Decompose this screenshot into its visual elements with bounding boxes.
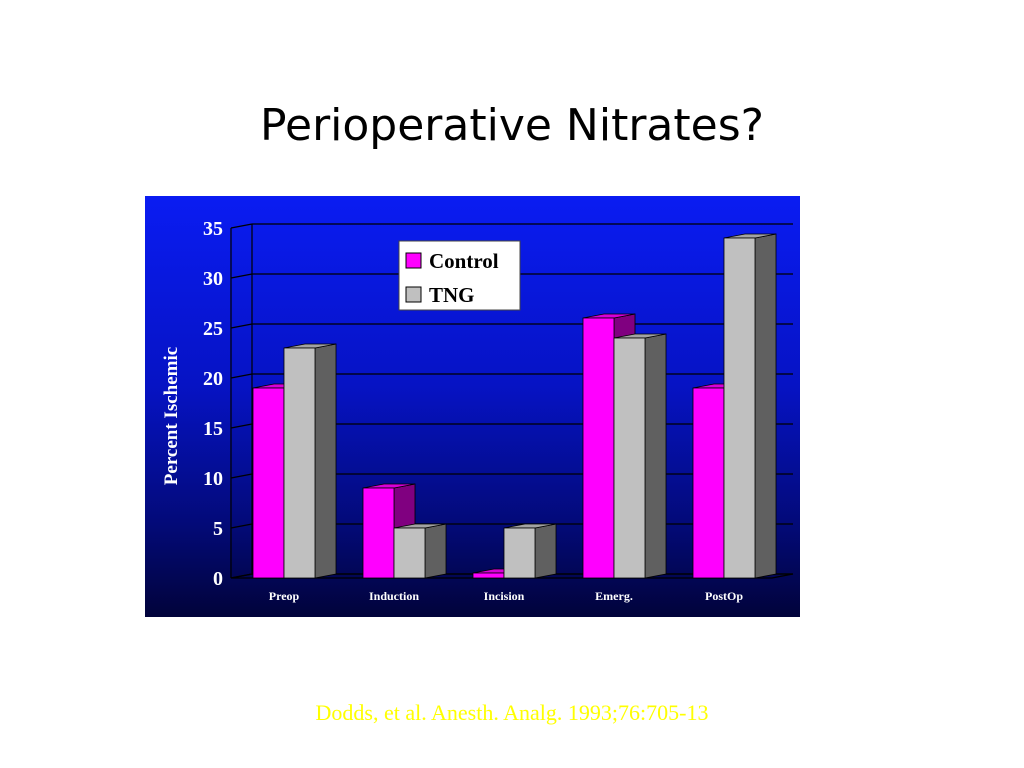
gridline-depth xyxy=(230,273,253,279)
y-tick-label: 35 xyxy=(203,218,223,240)
bar-front xyxy=(503,527,536,579)
chart-tick-labels: 0 5 10 15 20 25 30 35 Preop Induction Incision Emer… xyxy=(203,218,743,603)
bar-front xyxy=(393,527,426,579)
y-tick-label: 30 xyxy=(203,268,223,290)
bar-front xyxy=(613,337,646,579)
bar-side xyxy=(424,523,447,579)
bar-front xyxy=(283,347,316,579)
bar-front xyxy=(723,237,756,579)
legend-swatch-control xyxy=(405,252,422,269)
bar-tng-incision xyxy=(503,523,557,579)
bar-tng-emerg xyxy=(613,333,667,579)
bar-front xyxy=(362,487,395,579)
x-tick-label: Emerg. xyxy=(595,589,633,603)
legend-label-tng: TNG xyxy=(429,283,475,307)
y-tick-label: 15 xyxy=(203,418,223,440)
bar-tng-induction xyxy=(393,523,447,579)
gridline-depth xyxy=(230,523,253,529)
y-tick-label: 5 xyxy=(213,518,223,540)
bar-tng-postop xyxy=(723,233,777,579)
legend-label-control: Control xyxy=(429,249,499,273)
bar-side xyxy=(534,523,557,579)
gridline-depth xyxy=(230,473,253,479)
bar-front xyxy=(692,387,725,579)
bar-front xyxy=(472,572,505,579)
bar-side xyxy=(314,343,337,579)
chart-gridlines xyxy=(230,223,794,579)
x-tick-label: PostOp xyxy=(705,589,743,603)
gridline-depth xyxy=(230,373,253,379)
bar-front xyxy=(252,387,285,579)
chart-legend: Control TNG xyxy=(398,240,521,311)
x-tick-label: Preop xyxy=(269,589,300,603)
legend-swatch-tng xyxy=(405,286,422,303)
bar-side xyxy=(644,333,667,579)
y-tick-label: 10 xyxy=(203,468,223,490)
bar-chart: 0 5 10 15 20 25 30 35 Preop Induction Incision Emer… xyxy=(161,218,794,603)
y-tick-label: 20 xyxy=(203,368,223,390)
bar-side xyxy=(754,233,777,579)
x-tick-label: Incision xyxy=(484,589,525,603)
y-axis-label: Percent Ischemic xyxy=(161,347,182,485)
bar-front xyxy=(582,317,615,579)
bar-tng-preop xyxy=(283,343,337,579)
citation: Dodds, et al. Anesth. Analg. 1993;76:705… xyxy=(315,700,709,725)
y-tick-label: 25 xyxy=(203,318,223,340)
gridline-depth xyxy=(230,323,253,329)
slide-title: Perioperative Nitrates? xyxy=(260,100,764,151)
y-tick-label: 0 xyxy=(213,568,223,590)
gridline-depth xyxy=(230,423,253,429)
chart-panel: 0 5 10 15 20 25 30 35 Preop Induction Incision Emer… xyxy=(145,196,800,617)
chart-bars xyxy=(252,233,777,579)
x-tick-label: Induction xyxy=(369,589,419,603)
gridline-depth xyxy=(230,223,253,229)
